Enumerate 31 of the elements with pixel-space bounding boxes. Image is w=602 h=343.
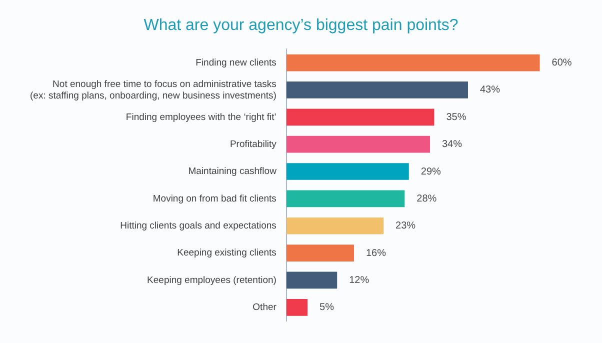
data-label: 12% [349,274,370,286]
data-label: 34% [442,139,462,150]
y-tick-label: Not enough free time to focus on administrative tasks (ex: staffing plans, onboarding, new business investments) [30,78,277,102]
y-tick-label: Keeping employees (retention) [147,274,276,286]
y-tick-label: Profitability [230,138,277,150]
bar [286,108,434,126]
y-tick-label: Moving on from bad fit clients [152,193,277,204]
data-label: 28% [416,193,437,204]
data-label: 29% [420,166,442,178]
bar [286,54,540,72]
data-label: 5% [320,302,334,314]
data-label: 60% [552,58,572,69]
y-tick-label: Finding employees with the ‘right fit’ [126,112,276,123]
bar [286,244,354,262]
bar [286,272,338,289]
chart-title: What are your agency’s biggest pain points? [144,17,458,34]
bar [286,82,468,98]
y-tick-label: Finding new clients [196,57,277,68]
y-tick-label: Hitting clients goals and expectations [120,220,277,232]
data-label: 16% [366,248,386,259]
y-tick-label: Other [252,302,276,314]
bar [286,298,308,316]
bar [286,163,409,180]
bar [286,190,405,208]
data-label: 43% [480,84,500,96]
data-label: 23% [396,220,416,232]
y-tick-label: Maintaining cashflow [188,166,277,178]
y-tick-label: Keeping existing clients [177,248,277,259]
bar [286,217,384,234]
data-label: 35% [446,112,466,123]
bar [286,136,430,153]
